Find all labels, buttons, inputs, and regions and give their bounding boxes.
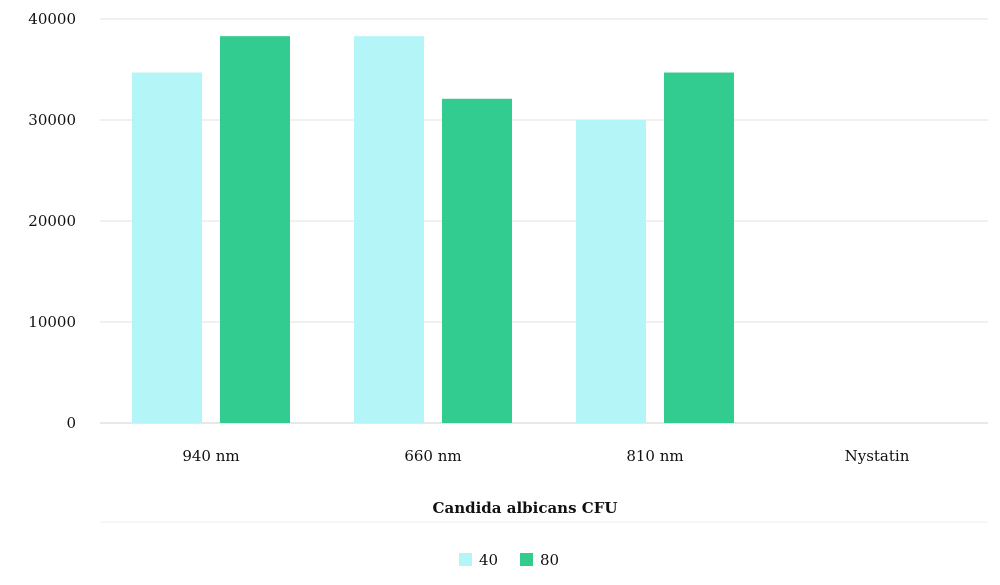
y-tick-label: 20000 xyxy=(28,212,76,230)
y-tick-label: 0 xyxy=(66,414,76,432)
y-axis-tick-labels: 0 10000 20000 30000 40000 xyxy=(28,10,76,432)
bar-660-nm-series-80 xyxy=(442,98,512,423)
x-category-label: 660 nm xyxy=(404,447,461,465)
x-category-label: 810 nm xyxy=(626,447,683,465)
x-category-label: 940 nm xyxy=(182,447,239,465)
y-tick-label: 40000 xyxy=(28,10,76,28)
bar-810-nm-series-80 xyxy=(664,72,734,423)
legend-label: 40 xyxy=(479,551,498,569)
bar-940-nm-series-80 xyxy=(220,36,290,424)
bars xyxy=(132,36,734,424)
bar-940-nm-series-40 xyxy=(132,72,202,423)
y-tick-label: 30000 xyxy=(28,111,76,129)
x-axis-title: Candida albicans CFU xyxy=(433,499,618,517)
x-axis-category-labels: 940 nm 660 nm 810 nm Nystatin xyxy=(182,447,909,465)
legend-label: 80 xyxy=(540,551,559,569)
legend: 40 80 xyxy=(459,551,559,569)
legend-swatch xyxy=(459,553,472,566)
bar-660-nm-series-40 xyxy=(354,36,424,424)
bar-810-nm-series-40 xyxy=(576,120,646,423)
x-category-label: Nystatin xyxy=(845,447,910,465)
y-tick-label: 10000 xyxy=(28,313,76,331)
legend-swatch xyxy=(520,553,533,566)
